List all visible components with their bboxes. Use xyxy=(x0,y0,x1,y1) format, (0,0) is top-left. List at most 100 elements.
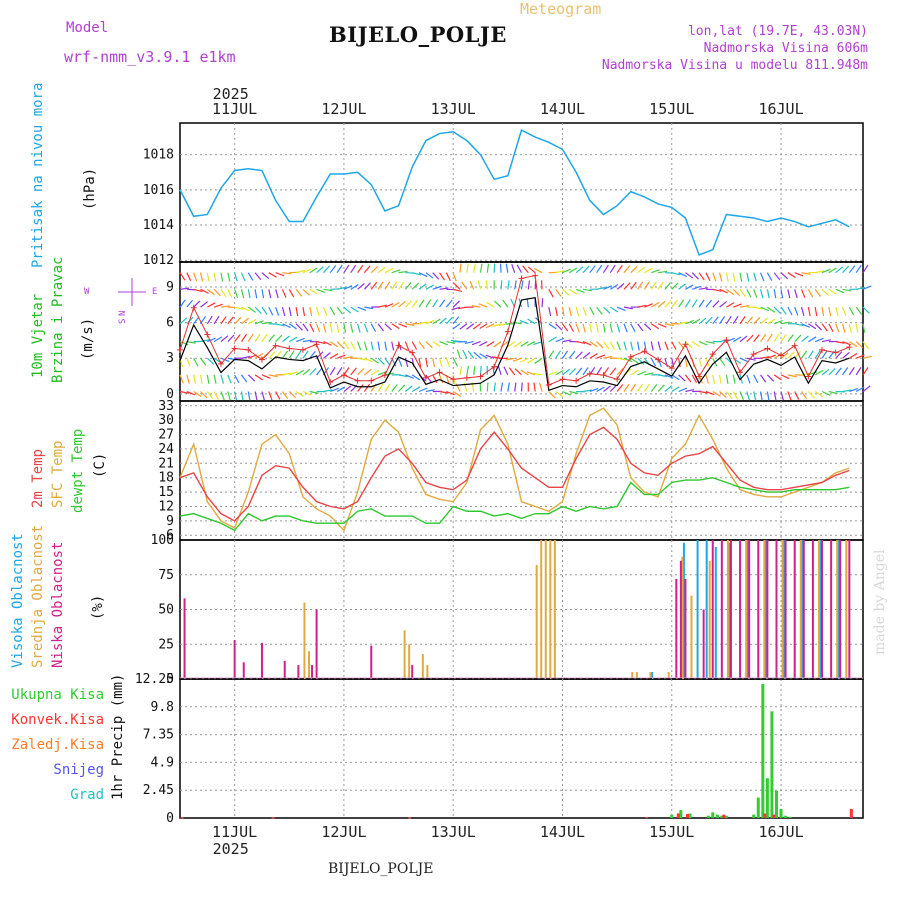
wind-arrow xyxy=(664,300,672,308)
wind-arrow xyxy=(637,266,646,274)
wind-arrow xyxy=(254,353,264,359)
wind-arrow xyxy=(664,385,673,392)
wind-arrow xyxy=(425,284,435,290)
wind-arrow xyxy=(432,285,442,290)
wind-arrow xyxy=(725,374,729,384)
total-precip-bar xyxy=(679,810,683,818)
wind-arrow xyxy=(343,341,350,350)
wind-arrow xyxy=(801,350,808,359)
wind-arrow xyxy=(712,390,721,397)
wind-arrow xyxy=(350,283,359,290)
wind-arrow xyxy=(561,323,569,332)
wind-speed-line xyxy=(179,296,850,392)
wind-arrow xyxy=(766,272,773,281)
wind-arrow xyxy=(849,387,859,393)
wind-arrow xyxy=(684,358,688,368)
wind-arrow xyxy=(746,272,750,282)
pressure-line xyxy=(179,128,850,256)
wind-arrow xyxy=(678,387,688,393)
wind-arrow xyxy=(261,321,271,325)
low-cloud-bar xyxy=(684,578,687,679)
wind-arrow xyxy=(718,374,722,384)
wind-arrow xyxy=(316,306,320,316)
wind-arrow xyxy=(288,336,298,343)
low-cloud-bar xyxy=(679,560,682,679)
wind-arrow xyxy=(575,351,583,359)
wind-arrow xyxy=(186,390,196,396)
wind-arrow xyxy=(855,323,859,333)
wind-arrow xyxy=(471,341,481,346)
wind-arrow xyxy=(213,272,217,282)
wind-arrow xyxy=(418,272,428,278)
wind-arrow xyxy=(862,385,871,392)
wind-arrow xyxy=(718,272,723,282)
wind-arrow xyxy=(548,336,557,343)
wind-arrow xyxy=(842,389,852,393)
wind-arrow xyxy=(200,339,210,343)
y-tick-label: 21 xyxy=(158,456,174,471)
wind-arrow xyxy=(712,374,716,384)
wind-arrow xyxy=(582,352,591,359)
conv-precip-bar xyxy=(772,814,776,818)
wind-arrow xyxy=(760,317,768,325)
wind-gust-marker xyxy=(723,337,730,344)
wind-arrow xyxy=(439,299,446,308)
wind-arrow xyxy=(527,266,536,274)
wind-arrow xyxy=(502,299,509,308)
wind-gust-marker xyxy=(791,342,798,349)
wind-arrow xyxy=(862,306,870,314)
wind-arrow xyxy=(179,341,189,346)
wind-arrow xyxy=(405,374,414,379)
wind-gust-marker xyxy=(436,369,443,376)
wind-arrow xyxy=(445,316,453,325)
low-cloud-bar xyxy=(729,540,732,679)
wind-arrow xyxy=(391,323,400,330)
wind-arrow xyxy=(275,289,279,299)
wind-arrow xyxy=(411,374,421,381)
wind-arrow xyxy=(507,382,510,392)
wind-arrow xyxy=(186,341,196,344)
wind-arrow xyxy=(719,357,726,366)
wind-arrow xyxy=(459,263,462,273)
wind-arrow xyxy=(446,341,456,344)
wind-arrow xyxy=(234,289,239,299)
wind-arrow xyxy=(466,365,469,375)
wind-arrow xyxy=(835,323,840,333)
wind-arrow xyxy=(302,390,312,396)
wind-arrow xyxy=(719,288,729,294)
wind-arrow xyxy=(200,391,208,399)
wind-arrow xyxy=(268,272,277,278)
wind-arrow xyxy=(650,281,657,290)
wind-arrow xyxy=(343,356,353,359)
low-cloud-bar xyxy=(411,665,414,679)
wind-arrow xyxy=(500,382,504,392)
wind-gust-marker xyxy=(422,374,429,381)
meteogram-label: Meteogram xyxy=(520,0,602,18)
wind-arrow xyxy=(739,272,743,282)
wind-arrow xyxy=(479,263,483,273)
wind-arrow xyxy=(821,390,831,396)
wind-arrow xyxy=(801,372,811,376)
wind-arrow xyxy=(472,323,481,330)
wind-arrow xyxy=(712,316,719,325)
wind-arrow xyxy=(814,323,823,331)
wind-arrow xyxy=(533,372,543,376)
wind-arrow xyxy=(288,307,292,317)
wind-arrow xyxy=(801,323,811,328)
wind-gust-marker xyxy=(614,376,621,383)
total-precip-bar xyxy=(688,813,692,818)
wind-arrow xyxy=(384,281,391,290)
wind-arrow xyxy=(616,367,624,376)
wind-arrow xyxy=(384,303,394,308)
wind-arrow xyxy=(862,264,869,274)
mid-cloud-bar xyxy=(845,540,848,679)
wind-arrow xyxy=(705,316,713,325)
mid-cloud-bar xyxy=(631,672,634,679)
wind-arrow xyxy=(302,323,309,332)
high-cloud-bar xyxy=(728,542,731,679)
wind-arrow xyxy=(384,323,392,331)
wind-arrow xyxy=(671,386,680,393)
wind-arrow xyxy=(241,306,250,312)
low-cloud-bar xyxy=(793,540,796,679)
wind-gust-marker xyxy=(245,346,252,353)
